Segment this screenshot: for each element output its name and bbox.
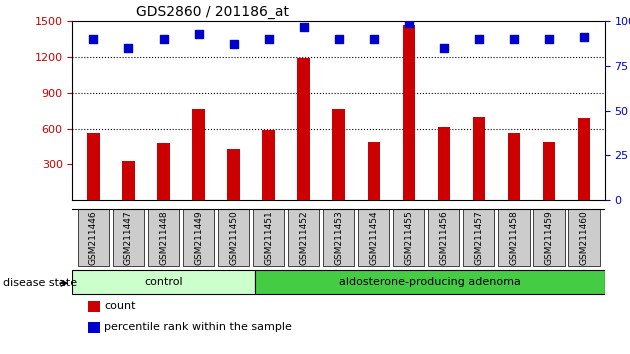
Bar [158, 143, 169, 200]
Point [544, 36, 554, 42]
FancyBboxPatch shape [288, 209, 319, 266]
Point [438, 45, 449, 51]
Point [299, 24, 309, 29]
FancyBboxPatch shape [393, 209, 425, 266]
FancyBboxPatch shape [533, 209, 564, 266]
Text: control: control [144, 277, 183, 287]
Bar [367, 142, 380, 200]
Bar [508, 133, 520, 200]
Bar [297, 58, 310, 200]
FancyBboxPatch shape [77, 209, 109, 266]
Bar [578, 118, 590, 200]
Point [88, 36, 98, 42]
FancyBboxPatch shape [113, 209, 144, 266]
Point [333, 36, 343, 42]
FancyBboxPatch shape [148, 209, 180, 266]
Text: GSM211451: GSM211451 [264, 210, 273, 265]
Bar [72, 270, 255, 294]
Text: GSM211447: GSM211447 [124, 210, 133, 265]
FancyBboxPatch shape [463, 209, 495, 266]
Text: GSM211456: GSM211456 [439, 210, 448, 265]
Point [123, 45, 134, 51]
Text: GSM211457: GSM211457 [474, 210, 483, 265]
Text: GSM211454: GSM211454 [369, 210, 378, 265]
Bar [192, 109, 205, 200]
Bar [263, 130, 275, 200]
Bar [542, 142, 555, 200]
Text: GDS2860 / 201186_at: GDS2860 / 201186_at [136, 5, 289, 19]
Point [369, 36, 379, 42]
Text: percentile rank within the sample: percentile rank within the sample [104, 322, 292, 332]
Text: GSM211455: GSM211455 [404, 210, 413, 265]
Bar [472, 116, 485, 200]
Bar [88, 133, 100, 200]
Text: GSM211453: GSM211453 [334, 210, 343, 265]
Point [404, 20, 414, 26]
Text: GSM211450: GSM211450 [229, 210, 238, 265]
Text: GSM211460: GSM211460 [580, 210, 588, 265]
Text: GSM211459: GSM211459 [544, 210, 553, 265]
Bar [227, 149, 239, 200]
Text: GSM211449: GSM211449 [194, 210, 203, 265]
FancyBboxPatch shape [183, 209, 214, 266]
FancyBboxPatch shape [218, 209, 249, 266]
FancyBboxPatch shape [428, 209, 459, 266]
Point [193, 31, 203, 36]
Text: GSM211452: GSM211452 [299, 210, 308, 265]
Bar [438, 127, 450, 200]
FancyBboxPatch shape [568, 209, 600, 266]
FancyBboxPatch shape [498, 209, 529, 266]
FancyBboxPatch shape [253, 209, 284, 266]
Text: GSM211458: GSM211458 [509, 210, 518, 265]
Text: GSM211446: GSM211446 [89, 210, 98, 265]
Point [229, 42, 239, 47]
Point [579, 34, 589, 40]
Bar [333, 109, 345, 200]
Point [159, 36, 169, 42]
FancyBboxPatch shape [358, 209, 389, 266]
Text: count: count [104, 301, 135, 311]
Text: GSM211448: GSM211448 [159, 210, 168, 265]
Bar [255, 270, 605, 294]
Text: disease state: disease state [3, 278, 77, 288]
FancyBboxPatch shape [323, 209, 355, 266]
Bar [403, 25, 415, 200]
Text: aldosterone-producing adenoma: aldosterone-producing adenoma [339, 277, 520, 287]
Point [263, 36, 273, 42]
Point [508, 36, 518, 42]
Point [474, 36, 484, 42]
Bar [122, 161, 135, 200]
